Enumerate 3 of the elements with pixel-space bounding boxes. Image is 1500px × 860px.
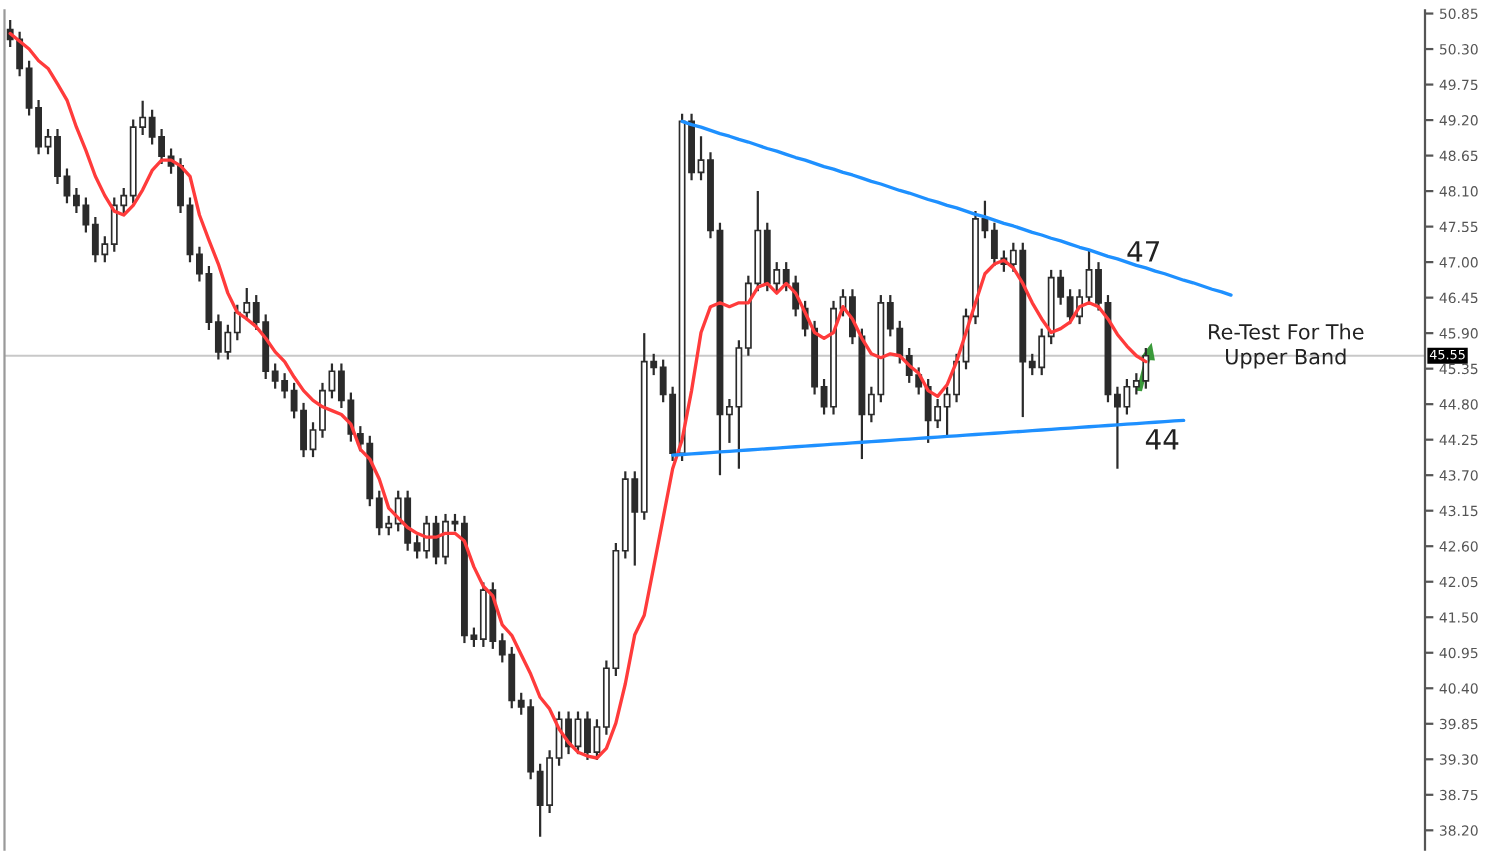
annotation: Re-Test For The Upper Band [1209, 323, 1364, 369]
annotation: 47 [1127, 241, 1160, 262]
annotation: 44 [1145, 429, 1179, 450]
